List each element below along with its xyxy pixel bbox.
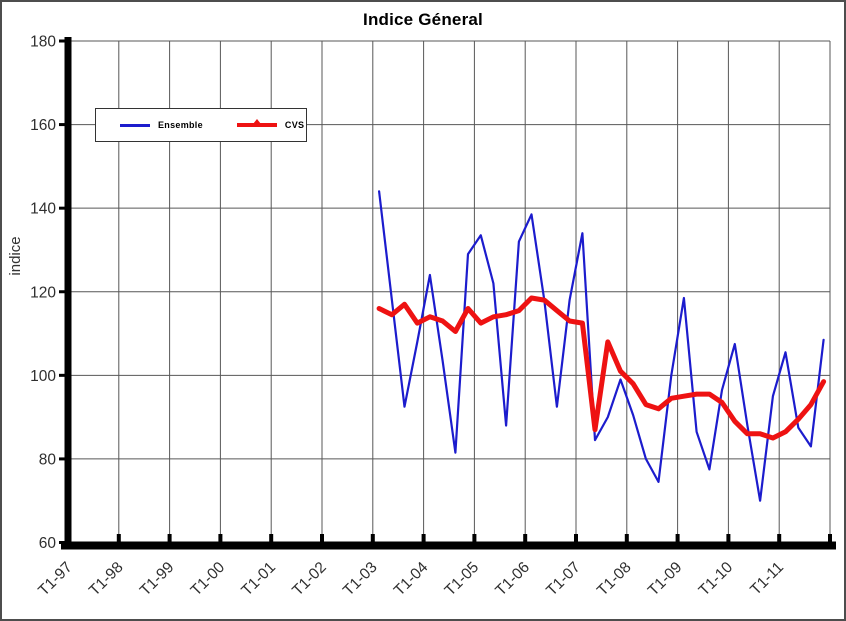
y-axis-tick	[59, 457, 68, 461]
x-tick-label: T1-01	[238, 559, 279, 600]
x-tick-label: T1-09	[645, 559, 686, 600]
y-axis	[64, 37, 72, 550]
y-axis-tick	[59, 123, 68, 127]
x-axis-tick	[624, 534, 629, 542]
legend-label-cvs: CVS	[284, 120, 305, 130]
ensemble-line	[378, 190, 825, 502]
x-axis-tick	[370, 534, 375, 542]
x-tick-label: T1-05	[442, 559, 483, 600]
cvs-line	[376, 295, 827, 441]
x-axis	[61, 541, 836, 550]
legend: Ensemble CVS	[95, 108, 307, 142]
y-tick-label: 60	[39, 535, 57, 552]
x-tick-label: T1-07	[543, 559, 584, 600]
x-axis-tick	[574, 534, 578, 542]
x-axis-tick	[320, 534, 324, 542]
y-tick-label: 80	[39, 451, 57, 468]
y-tick-label: 100	[30, 368, 56, 385]
chart-title: Indice Géneral	[363, 10, 483, 29]
x-tick-label: T1-99	[137, 559, 178, 600]
x-axis-tick	[167, 534, 172, 542]
x-tick-label: T1-00	[188, 559, 229, 600]
y-tick-label: 180	[30, 34, 56, 51]
x-axis-tick	[472, 534, 477, 542]
x-axis-tick	[675, 534, 680, 542]
x-tick-label: T1-10	[696, 559, 737, 600]
y-axis-title: indice	[7, 236, 24, 276]
x-tick-label: T1-11	[747, 559, 787, 599]
x-axis-tick	[116, 534, 121, 542]
legend-item-ensemble: Ensemble	[120, 120, 203, 130]
y-tick-label: 140	[30, 201, 56, 218]
x-axis-tick	[777, 534, 782, 542]
x-axis-tick	[269, 534, 274, 542]
y-axis-tick	[59, 39, 68, 43]
cvs-marker-icon	[252, 119, 261, 124]
x-axis-tick	[523, 534, 528, 542]
cvs-line-swatch	[236, 119, 277, 127]
x-tick-label: T1-08	[594, 559, 635, 600]
x-tick-label: T1-06	[492, 559, 533, 600]
x-tick-label: T1-98	[86, 559, 127, 600]
y-tick-label: 160	[30, 117, 56, 134]
legend-label-ensemble: Ensemble	[158, 120, 203, 130]
x-axis-tick	[218, 534, 223, 542]
y-tick-label: 120	[30, 284, 56, 301]
x-tick-label: T1-04	[391, 559, 432, 600]
y-axis-tick	[59, 373, 68, 377]
ensemble-line-swatch	[120, 123, 150, 127]
legend-item-cvs: CVS	[236, 119, 305, 130]
y-axis-tick	[59, 206, 68, 210]
y-axis-tick	[59, 290, 68, 294]
x-axis-tick	[421, 534, 426, 542]
x-tick-label: T1-02	[289, 559, 330, 600]
x-axis-tick	[828, 534, 832, 542]
x-tick-label: T1-97	[35, 559, 76, 600]
x-tick-label: T1-03	[340, 559, 381, 600]
x-axis-tick	[726, 534, 731, 542]
